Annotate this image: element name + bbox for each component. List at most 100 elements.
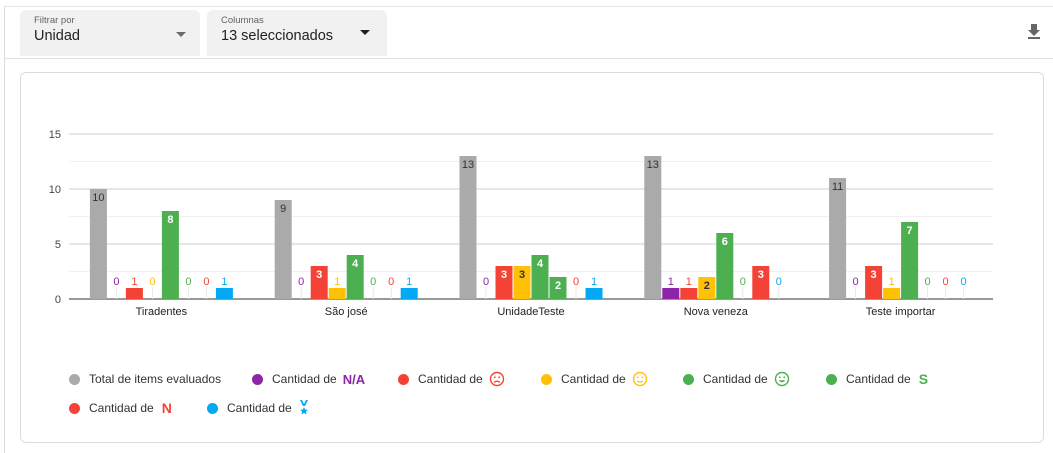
download-icon[interactable]	[1024, 21, 1044, 41]
bar-sad	[865, 266, 883, 299]
legend-dot-total	[69, 373, 80, 385]
y-tick-label: 0	[55, 294, 61, 306]
bar-label-happy: 4	[537, 258, 544, 270]
filter-unidad-value: Unidad	[34, 28, 80, 44]
bar-label-neutral: 0	[149, 276, 155, 288]
sad-face-icon	[489, 371, 504, 387]
legend-dot-happy	[683, 373, 694, 385]
bar-happy	[716, 233, 734, 299]
legend-item-sad[interactable]: Cantidad de	[398, 370, 505, 388]
bar-label-medal: 0	[776, 276, 782, 288]
legend-item-s[interactable]: Cantidad de S	[826, 370, 928, 388]
medal-icon	[299, 400, 308, 415]
legend-dot-n	[69, 402, 80, 414]
chevron-down-icon	[360, 30, 370, 35]
legend-text-na: Cantidad de	[272, 372, 337, 386]
legend-item-neutral[interactable]: Cantidad de	[541, 370, 648, 388]
bar-label-sad: 3	[871, 269, 877, 281]
bar-label-medal: 1	[591, 276, 597, 288]
bar-label-medal: 1	[406, 276, 412, 288]
legend-dot-s	[826, 373, 837, 385]
bar-total	[459, 156, 477, 299]
bar-sad	[495, 266, 513, 299]
bar-happy	[901, 222, 919, 299]
x-tick-label: Tiradentes	[136, 306, 188, 318]
legend-text-s: Cantidad de	[846, 372, 911, 386]
bar-label-happy: 4	[352, 258, 359, 270]
legend-text-total: Total de items evaluados	[89, 372, 222, 386]
bar-n	[752, 266, 770, 299]
x-tick-label: São josé	[325, 306, 368, 318]
bar-label-neutral: 1	[889, 276, 895, 288]
bar-label-s: 0	[925, 276, 931, 288]
filter-unidad-select[interactable]: Filtrar por Unidad	[20, 10, 200, 56]
bar-medal	[585, 288, 603, 299]
bar-neutral	[513, 266, 531, 299]
bar-label-total: 11	[832, 181, 843, 193]
legend-item-n[interactable]: Cantidad de N	[69, 399, 172, 417]
legend-item-total[interactable]: Total de items evaluados	[69, 370, 227, 388]
bar-label-n: 3	[758, 269, 764, 281]
bar-label-neutral: 3	[519, 269, 525, 281]
bar-label-n: 0	[388, 276, 394, 288]
bar-label-medal: 1	[221, 276, 227, 288]
frame-border-left	[4, 6, 5, 453]
bar-label-n: 0	[203, 276, 209, 288]
bar-neutral	[883, 288, 901, 299]
legend-dot-medal	[207, 402, 218, 414]
bar-label-total: 9	[280, 203, 286, 215]
frame-border-top	[4, 6, 1053, 7]
bar-total	[89, 189, 107, 299]
y-tick-label: 15	[49, 129, 61, 141]
bar-label-neutral: 2	[704, 280, 710, 292]
columnas-label: Columnas	[221, 15, 264, 26]
bar-label-na: 0	[298, 276, 304, 288]
bar-label-sad: 3	[316, 269, 322, 281]
n-symbol: N	[161, 400, 172, 416]
bar-total	[274, 200, 292, 299]
chevron-down-icon	[176, 32, 186, 37]
y-tick-label: 5	[55, 239, 61, 251]
bar-label-na: 0	[483, 276, 489, 288]
legend-dot-neutral	[541, 373, 552, 385]
bar-total	[644, 156, 662, 299]
legend-item-medal[interactable]: Cantidad de	[207, 399, 310, 417]
bar-label-happy: 8	[167, 214, 173, 226]
bar-label-na: 0	[853, 276, 859, 288]
bar-happy	[531, 255, 549, 299]
legend-item-happy[interactable]: Cantidad de	[683, 370, 790, 388]
neutral-face-icon	[632, 371, 647, 387]
legend-dot-sad	[398, 373, 409, 385]
bar-label-s: 0	[370, 276, 376, 288]
bar-label-neutral: 1	[334, 276, 340, 288]
legend-item-na[interactable]: Cantidad de N/A	[252, 370, 365, 388]
bar-sad	[680, 288, 698, 299]
legend-text-neutral: Cantidad de	[561, 372, 626, 386]
bar-sad	[125, 288, 143, 299]
bar-neutral	[698, 277, 716, 299]
y-tick-label: 10	[49, 184, 61, 196]
columnas-value: 13 seleccionados	[221, 28, 334, 44]
bar-label-sad: 1	[686, 276, 692, 288]
bar-label-total: 13	[462, 159, 474, 171]
bar-na	[662, 288, 680, 299]
legend-dot-na	[252, 373, 263, 385]
bar-neutral	[328, 288, 346, 299]
bar-label-n: 0	[573, 276, 579, 288]
na-symbol: N/A	[342, 371, 366, 387]
bar-label-sad: 3	[501, 269, 507, 281]
bar-label-na: 0	[113, 276, 119, 288]
bar-label-happy: 7	[907, 225, 913, 237]
legend-text-sad: Cantidad de	[418, 372, 483, 386]
bar-sad	[310, 266, 328, 299]
bar-label-na: 1	[668, 276, 674, 288]
bar-medal	[400, 288, 418, 299]
bar-label-total: 13	[647, 159, 659, 171]
s-symbol: S	[918, 371, 929, 387]
columnas-select[interactable]: Columnas 13 seleccionados	[207, 10, 387, 56]
filter-unidad-label: Filtrar por	[34, 15, 75, 26]
bar-happy	[161, 211, 179, 299]
bar-total	[829, 178, 847, 299]
legend-text-happy: Cantidad de	[703, 372, 768, 386]
bar-happy	[346, 255, 364, 299]
